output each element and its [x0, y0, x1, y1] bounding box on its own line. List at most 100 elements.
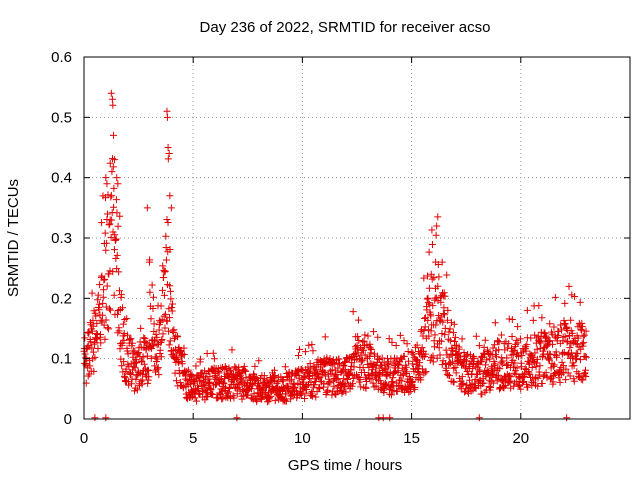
data-point	[536, 362, 544, 370]
data-point	[387, 383, 395, 391]
data-point	[169, 329, 177, 337]
data-point	[92, 312, 100, 320]
data-point	[394, 367, 402, 375]
data-point	[234, 383, 242, 391]
data-point	[166, 337, 174, 345]
data-point	[388, 338, 396, 346]
data-point	[354, 316, 362, 324]
data-point	[523, 306, 531, 314]
data-point	[354, 333, 362, 341]
data-point	[387, 355, 395, 363]
data-point	[238, 395, 246, 403]
data-point	[422, 350, 430, 358]
data-point	[93, 335, 101, 343]
data-point	[531, 349, 539, 357]
data-point	[386, 414, 394, 422]
data-point	[349, 308, 357, 316]
data-point	[353, 345, 361, 353]
data-point	[361, 331, 369, 339]
data-point	[109, 131, 117, 139]
data-point	[300, 374, 308, 382]
data-point	[438, 361, 446, 369]
data-point	[420, 274, 428, 282]
data-point	[167, 287, 175, 295]
data-point	[141, 339, 149, 347]
data-point	[549, 340, 557, 348]
data-point	[96, 281, 104, 289]
data-point	[282, 397, 290, 405]
data-point	[163, 215, 171, 223]
data-point	[426, 356, 434, 364]
data-point	[298, 390, 306, 398]
y-tick-label: 0.1	[51, 351, 72, 368]
y-tick-label: 0.4	[51, 170, 72, 187]
data-point	[450, 364, 458, 372]
data-point	[87, 338, 95, 346]
data-point	[149, 305, 157, 313]
data-point	[158, 316, 166, 324]
data-point	[449, 329, 457, 337]
data-point	[211, 372, 219, 380]
data-point	[305, 341, 313, 349]
data-point	[149, 342, 157, 350]
data-point	[441, 292, 449, 300]
data-point	[566, 344, 574, 352]
data-point	[321, 333, 329, 341]
data-point	[281, 363, 289, 371]
data-point	[459, 380, 467, 388]
data-point	[287, 392, 295, 400]
data-point	[408, 377, 416, 385]
data-point	[434, 213, 442, 221]
data-point	[550, 323, 558, 331]
data-point	[428, 275, 436, 283]
data-point	[535, 302, 543, 310]
data-point	[338, 368, 346, 376]
data-point	[418, 365, 426, 373]
data-point	[96, 330, 104, 338]
data-point	[417, 376, 425, 384]
data-point	[225, 388, 233, 396]
data-point	[102, 414, 110, 422]
data-point	[164, 219, 172, 227]
data-point	[404, 357, 412, 365]
data-point	[556, 378, 564, 386]
data-point	[94, 345, 102, 353]
data-point	[538, 380, 546, 388]
data-point	[111, 231, 119, 239]
data-point	[408, 349, 416, 357]
data-point	[529, 353, 537, 361]
data-point	[582, 353, 590, 361]
data-point	[447, 350, 455, 358]
data-point	[192, 362, 200, 370]
data-point	[170, 326, 178, 334]
data-point	[155, 371, 163, 379]
data-point	[188, 371, 196, 379]
data-point	[479, 354, 487, 362]
data-point	[88, 289, 96, 297]
data-point	[107, 306, 115, 314]
data-point	[101, 275, 109, 283]
data-point	[364, 332, 372, 340]
data-point	[385, 335, 393, 343]
data-point	[240, 362, 248, 370]
data-point	[179, 350, 187, 358]
data-point	[91, 414, 99, 422]
data-point	[154, 364, 162, 372]
data-point	[81, 334, 89, 342]
data-point	[143, 204, 151, 212]
data-point	[163, 113, 171, 121]
data-point	[174, 333, 182, 341]
data-point	[518, 352, 526, 360]
data-point	[378, 354, 386, 362]
data-point	[402, 363, 410, 371]
data-point	[432, 321, 440, 329]
data-point	[498, 360, 506, 368]
data-point	[162, 232, 170, 240]
data-point	[168, 304, 176, 312]
data-point	[100, 286, 108, 294]
data-point	[120, 358, 128, 366]
data-point	[480, 379, 488, 387]
data-point	[451, 333, 459, 341]
data-point	[495, 346, 503, 354]
data-point	[112, 196, 120, 204]
